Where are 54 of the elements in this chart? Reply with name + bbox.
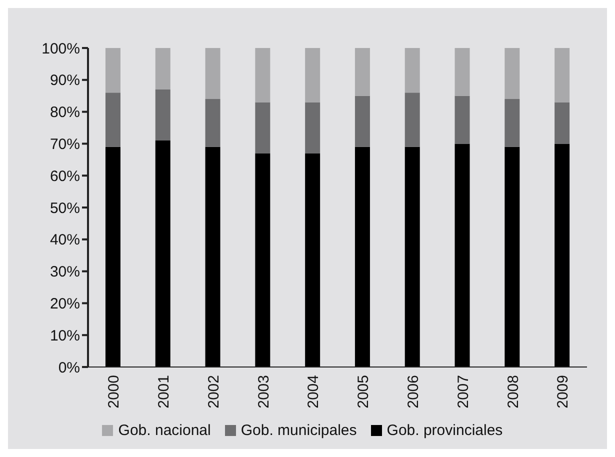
bar <box>354 96 370 147</box>
bar <box>404 48 420 93</box>
y-tick-label: 70% <box>50 136 80 154</box>
bar <box>504 48 520 100</box>
bar <box>205 99 220 147</box>
bar <box>454 96 470 144</box>
legend-label: Gob. nacional <box>117 422 211 439</box>
x-tick-label: 2005 <box>355 375 372 408</box>
bar <box>554 48 570 102</box>
bar <box>255 102 270 154</box>
y-tick-label: 40% <box>50 232 80 249</box>
bar <box>554 102 570 144</box>
y-tick-label: 10% <box>50 327 80 344</box>
bar <box>255 153 270 367</box>
bar <box>504 146 520 367</box>
bar <box>105 92 120 147</box>
x-tick-label: 2007 <box>454 375 472 408</box>
bar <box>155 140 170 367</box>
x-tick-label: 2001 <box>156 375 172 408</box>
bar <box>205 48 220 100</box>
bar <box>404 92 420 147</box>
bar <box>105 146 120 367</box>
bar <box>155 89 170 141</box>
bar <box>305 102 320 154</box>
y-tick-label: 100% <box>42 40 80 58</box>
x-tick-label: 2009 <box>554 375 572 408</box>
x-tick-label: 2004 <box>305 375 322 408</box>
bar <box>404 146 420 367</box>
bar <box>504 99 520 147</box>
legend-label: Gob. municipales <box>240 422 357 439</box>
y-tick-label: 90% <box>50 72 80 90</box>
y-tick-label: 50% <box>50 200 80 217</box>
bar <box>454 48 470 96</box>
y-tick-label: 0% <box>58 359 80 376</box>
y-tick-label: 60% <box>50 168 80 185</box>
bar <box>105 48 120 93</box>
bar <box>354 146 370 367</box>
bar <box>255 48 270 102</box>
x-tick-label: 2000 <box>106 375 123 408</box>
legend-label: Gob. provinciales <box>386 422 503 439</box>
bar <box>305 153 320 367</box>
bar <box>354 48 370 96</box>
x-tick-label: 2002 <box>205 375 222 408</box>
bar <box>155 48 170 90</box>
y-tick-label: 80% <box>50 104 80 122</box>
bar <box>305 48 320 102</box>
x-tick-label: 2008 <box>504 375 522 408</box>
y-tick-label: 20% <box>50 296 80 313</box>
y-tick-label: 30% <box>50 264 80 281</box>
bar <box>205 146 220 367</box>
bar <box>554 144 570 367</box>
x-tick-label: 2006 <box>405 375 422 408</box>
x-tick-label: 2003 <box>255 375 272 408</box>
bar <box>454 144 470 367</box>
